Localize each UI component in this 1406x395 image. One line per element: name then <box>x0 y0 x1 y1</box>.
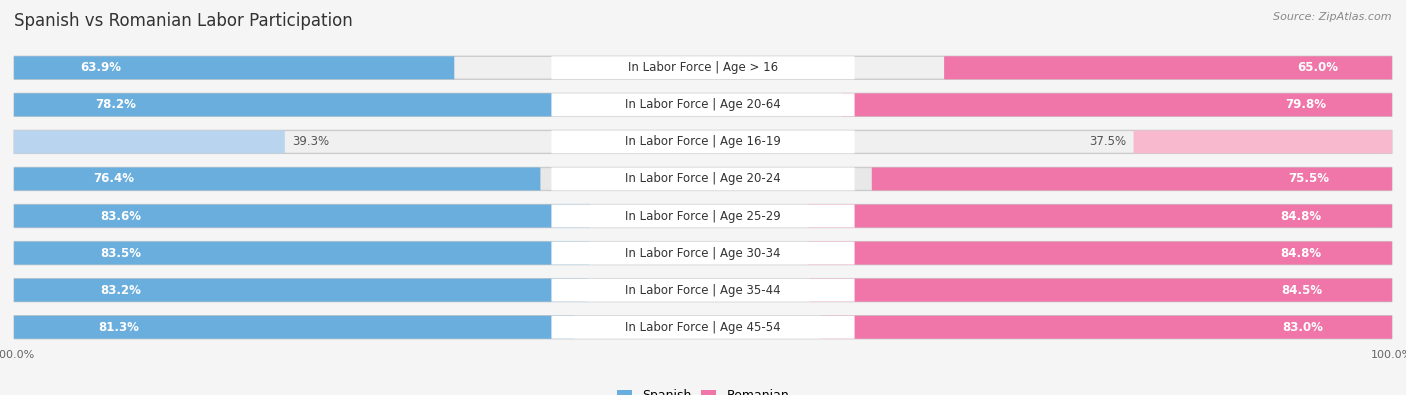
FancyBboxPatch shape <box>551 205 855 228</box>
Text: In Labor Force | Age 20-24: In Labor Force | Age 20-24 <box>626 173 780 186</box>
Text: 63.9%: 63.9% <box>80 61 121 74</box>
FancyBboxPatch shape <box>14 316 574 339</box>
FancyBboxPatch shape <box>551 93 855 117</box>
Text: 83.2%: 83.2% <box>100 284 141 297</box>
Text: In Labor Force | Age > 16: In Labor Force | Age > 16 <box>628 61 778 74</box>
FancyBboxPatch shape <box>14 93 1392 117</box>
Text: 76.4%: 76.4% <box>93 173 134 186</box>
FancyBboxPatch shape <box>14 93 553 117</box>
FancyBboxPatch shape <box>14 242 589 265</box>
Text: 79.8%: 79.8% <box>1285 98 1326 111</box>
Text: Source: ZipAtlas.com: Source: ZipAtlas.com <box>1274 12 1392 22</box>
FancyBboxPatch shape <box>551 278 855 302</box>
FancyBboxPatch shape <box>842 93 1392 117</box>
Text: 65.0%: 65.0% <box>1298 61 1339 74</box>
Text: Spanish vs Romanian Labor Participation: Spanish vs Romanian Labor Participation <box>14 12 353 30</box>
Text: In Labor Force | Age 25-29: In Labor Force | Age 25-29 <box>626 209 780 222</box>
Text: In Labor Force | Age 35-44: In Labor Force | Age 35-44 <box>626 284 780 297</box>
FancyBboxPatch shape <box>551 167 855 190</box>
Text: 84.8%: 84.8% <box>1281 209 1322 222</box>
FancyBboxPatch shape <box>551 242 855 265</box>
Text: 75.5%: 75.5% <box>1288 173 1330 186</box>
Text: 81.3%: 81.3% <box>98 321 139 334</box>
FancyBboxPatch shape <box>14 130 1392 153</box>
Text: 84.8%: 84.8% <box>1281 246 1322 260</box>
Text: 37.5%: 37.5% <box>1090 135 1126 149</box>
Legend: Spanish, Romanian: Spanish, Romanian <box>612 384 794 395</box>
FancyBboxPatch shape <box>14 56 1392 79</box>
FancyBboxPatch shape <box>14 278 1392 302</box>
FancyBboxPatch shape <box>820 316 1392 339</box>
Text: In Labor Force | Age 16-19: In Labor Force | Age 16-19 <box>626 135 780 149</box>
FancyBboxPatch shape <box>872 167 1392 190</box>
FancyBboxPatch shape <box>14 316 1392 339</box>
Text: 83.0%: 83.0% <box>1282 321 1323 334</box>
Text: In Labor Force | Age 30-34: In Labor Force | Age 30-34 <box>626 246 780 260</box>
FancyBboxPatch shape <box>807 242 1392 265</box>
FancyBboxPatch shape <box>551 130 855 153</box>
Text: 78.2%: 78.2% <box>94 98 136 111</box>
Text: In Labor Force | Age 45-54: In Labor Force | Age 45-54 <box>626 321 780 334</box>
FancyBboxPatch shape <box>1133 130 1392 153</box>
Text: 39.3%: 39.3% <box>291 135 329 149</box>
FancyBboxPatch shape <box>14 242 1392 265</box>
FancyBboxPatch shape <box>945 56 1392 79</box>
Text: 84.5%: 84.5% <box>1281 284 1322 297</box>
FancyBboxPatch shape <box>14 167 1392 190</box>
FancyBboxPatch shape <box>14 205 1392 228</box>
FancyBboxPatch shape <box>14 167 540 190</box>
FancyBboxPatch shape <box>14 278 588 302</box>
FancyBboxPatch shape <box>14 205 591 228</box>
FancyBboxPatch shape <box>807 205 1392 228</box>
Text: In Labor Force | Age 20-64: In Labor Force | Age 20-64 <box>626 98 780 111</box>
FancyBboxPatch shape <box>810 278 1392 302</box>
Text: 83.5%: 83.5% <box>100 246 142 260</box>
FancyBboxPatch shape <box>14 130 285 153</box>
FancyBboxPatch shape <box>14 56 454 79</box>
Text: 83.6%: 83.6% <box>100 209 142 222</box>
FancyBboxPatch shape <box>551 316 855 339</box>
FancyBboxPatch shape <box>551 56 855 79</box>
